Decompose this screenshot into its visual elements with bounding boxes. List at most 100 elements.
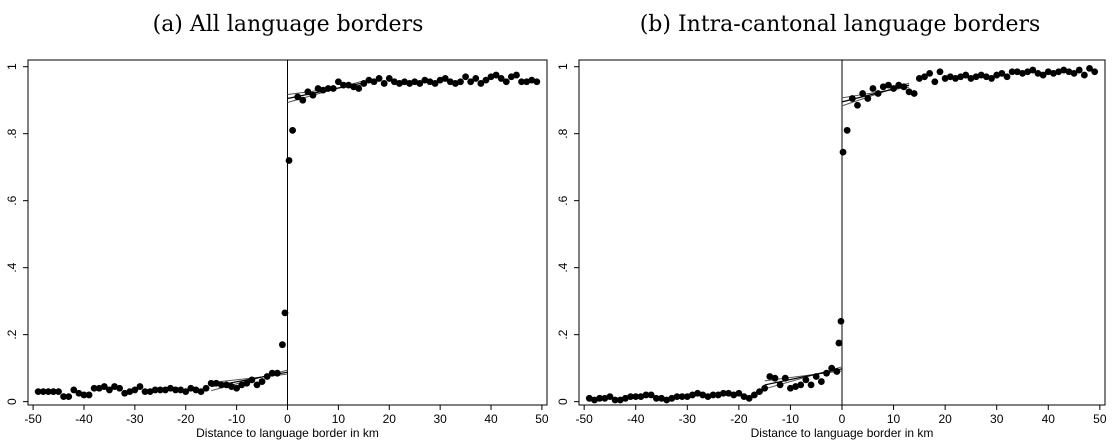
panel-b-y-tick-label: .2 (556, 329, 570, 339)
panel-a-data-point (151, 386, 159, 394)
panel-b-data-point (910, 90, 918, 97)
panel-a-data-point (233, 384, 241, 392)
panel-a-data-point (60, 393, 68, 401)
panel-b-data-point (750, 391, 758, 399)
panel-a-data-point (375, 75, 383, 82)
panel-a-x-tick-label: 30 (433, 412, 447, 426)
panel-b-data-point (874, 90, 882, 97)
panel-b-data-point (637, 393, 645, 401)
panel-b-data-point (745, 394, 753, 402)
panel-b-x-tick-label: -20 (730, 412, 748, 426)
panel-b-data-point (1003, 73, 1011, 81)
panel-a-data-point (304, 88, 312, 96)
panel-a-data-point (533, 78, 541, 86)
panel-b-y-tick-label: 1 (556, 63, 570, 70)
panel-b-data-point (962, 71, 970, 79)
panel-a-data-point (217, 381, 225, 389)
panel-a-data-point (502, 78, 510, 86)
panel-b-data-point (837, 317, 845, 325)
panel-a-data-point (431, 80, 439, 87)
panel-b-data-point (683, 393, 691, 401)
panel-b-data-point (740, 393, 748, 401)
panel-a-data-point (253, 381, 261, 389)
panel-a-y-tick-label: .4 (5, 262, 19, 272)
panel-b-data-point (585, 394, 593, 402)
panel-b-data-point (1070, 69, 1078, 77)
panel-a-x-tick-label: 40 (484, 412, 498, 426)
panel-b-data-point (859, 90, 867, 97)
panel-a-data-point (334, 78, 342, 86)
panel-a-data-point (324, 85, 332, 92)
panel-a-data-point (202, 384, 210, 392)
panel-b-data-point (601, 394, 609, 402)
panel-a-x-tick-label: -10 (228, 412, 246, 426)
panel-b-x-tick-label: -10 (782, 412, 800, 426)
panel-b-data-point (1060, 66, 1068, 74)
panel-b-y-tick-label: .4 (556, 262, 570, 272)
panel-b-title: (b) Intra-cantonal language borders (639, 12, 1041, 37)
panel-a-data-point (85, 391, 93, 399)
panel-a-y-tick-label: 0 (5, 398, 19, 405)
panel-b-y-tick-label: 0 (556, 398, 570, 405)
panel-b-data-point (1080, 71, 1088, 79)
panel-b-data-point (647, 391, 655, 399)
panel-b-data-point (658, 394, 665, 402)
panel-b-data-point (895, 81, 903, 89)
panel-a-x-tick-label: 50 (535, 412, 549, 426)
panel-b-data-point (952, 75, 959, 82)
panel-a-data-point (263, 373, 271, 380)
panel-a-data-point (289, 126, 296, 134)
panel-b-data-point (627, 393, 634, 401)
panel-a-data-point (172, 386, 179, 394)
panel-a-data-point (248, 376, 256, 384)
panel-b-x-tick-label: 30 (990, 412, 1004, 426)
panel-b-data-point (843, 126, 851, 134)
panel-b-data-point (596, 394, 604, 402)
panel-b-data-point (1055, 68, 1062, 76)
panel-b-data-point (730, 391, 738, 399)
panel-a-x-tick-label: -20 (177, 412, 195, 426)
panel-b-data-point (977, 71, 985, 79)
panel-b-data-point (972, 73, 980, 81)
panel-a-data-point (299, 96, 307, 104)
panel-b-data-point (885, 81, 892, 89)
panel-b-data-point (905, 88, 913, 96)
panel-b-data-point (1065, 68, 1073, 76)
panel-a-data-point (207, 379, 215, 387)
panel-b-data-point (792, 383, 799, 390)
panel-a-x-tick-label: -50 (24, 412, 42, 426)
panel-b-data-point (632, 393, 640, 401)
panel-a-data-point (141, 388, 149, 396)
panel-b-data-point (890, 85, 897, 92)
panel-b-data-point (1075, 66, 1083, 74)
panel-a-data-point (462, 73, 469, 81)
panel-b-x-tick-label: 10 (887, 412, 901, 426)
panel-b-data-point (879, 83, 887, 91)
panel-b-data-point (864, 95, 872, 102)
panel-b-data-point (848, 95, 856, 102)
panel-b-data-point (1050, 69, 1057, 77)
panel-a-data-point (360, 80, 368, 87)
panel-a-data-point (80, 391, 88, 399)
panel-a-data-point (100, 383, 108, 390)
panel-b-data-point (915, 75, 923, 82)
panel-b-data-point (776, 381, 784, 389)
panel-b-data-point (771, 374, 779, 382)
panel-b-data-point (766, 373, 774, 380)
panel-b-data-point (931, 78, 939, 86)
panel-a-title: (a) All language borders (152, 12, 424, 37)
panel-b-data-point (988, 75, 995, 82)
panel-a-data-point (279, 341, 286, 349)
panel-b-data-point (1091, 68, 1099, 76)
panel-b-data-point (982, 73, 990, 81)
panel-b-data-point (668, 394, 676, 402)
panel-b-data-point (812, 373, 820, 380)
panel-a-x-tick-label: 0 (284, 412, 291, 426)
panel-a-data-point (281, 309, 289, 317)
panel-b-y-tick-label: .8 (556, 128, 570, 138)
panel-a-data-point (34, 388, 42, 396)
panel-b-data-point (663, 396, 671, 404)
panel-a-data-point (156, 386, 164, 394)
panel-b-data-point (735, 389, 743, 397)
